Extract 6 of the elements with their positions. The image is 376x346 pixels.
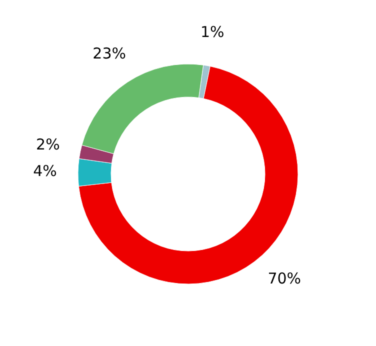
data-label: 2%	[36, 135, 60, 154]
data-label: 23%	[92, 44, 126, 63]
donut-slice	[78, 66, 298, 284]
data-label: 70%	[268, 270, 302, 288]
data-label: 4%	[33, 162, 57, 180]
data-label: 1%	[200, 23, 224, 42]
